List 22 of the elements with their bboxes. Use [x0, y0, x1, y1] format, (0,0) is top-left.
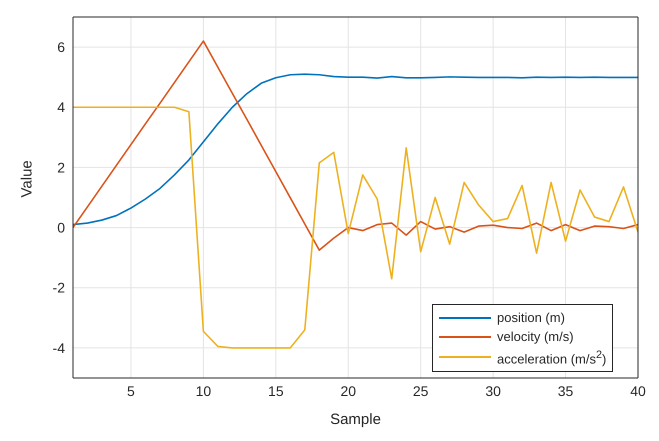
x-tick-label: 5 [127, 382, 136, 399]
y-tick-label: -2 [52, 280, 66, 296]
x-axis-title: Sample [330, 411, 381, 428]
x-tick-label: 25 [412, 382, 429, 399]
y-tick-label: 0 [57, 220, 66, 236]
legend-label: acceleration (m/s$^{2}$) [497, 348, 606, 368]
legend-label: velocity (m/s) [497, 328, 574, 346]
line-series [73, 106, 638, 349]
x-tick-label: 15 [268, 382, 284, 399]
y-tick-label: 4 [57, 99, 66, 116]
x-tick-label: 35 [558, 382, 574, 399]
line-series [73, 73, 638, 226]
y-tick-label: 6 [57, 39, 66, 56]
y-axis-title: Value [18, 160, 36, 198]
x-tick-label: 10 [196, 382, 212, 399]
x-tick-label: 30 [485, 382, 502, 399]
y-tick-label: 2 [57, 159, 66, 176]
line-series [73, 40, 638, 251]
legend-label: position (m) [497, 309, 565, 327]
x-tick-label: 20 [340, 382, 356, 399]
y-tick-label: -4 [52, 340, 66, 356]
x-tick-label: 40 [630, 382, 646, 399]
